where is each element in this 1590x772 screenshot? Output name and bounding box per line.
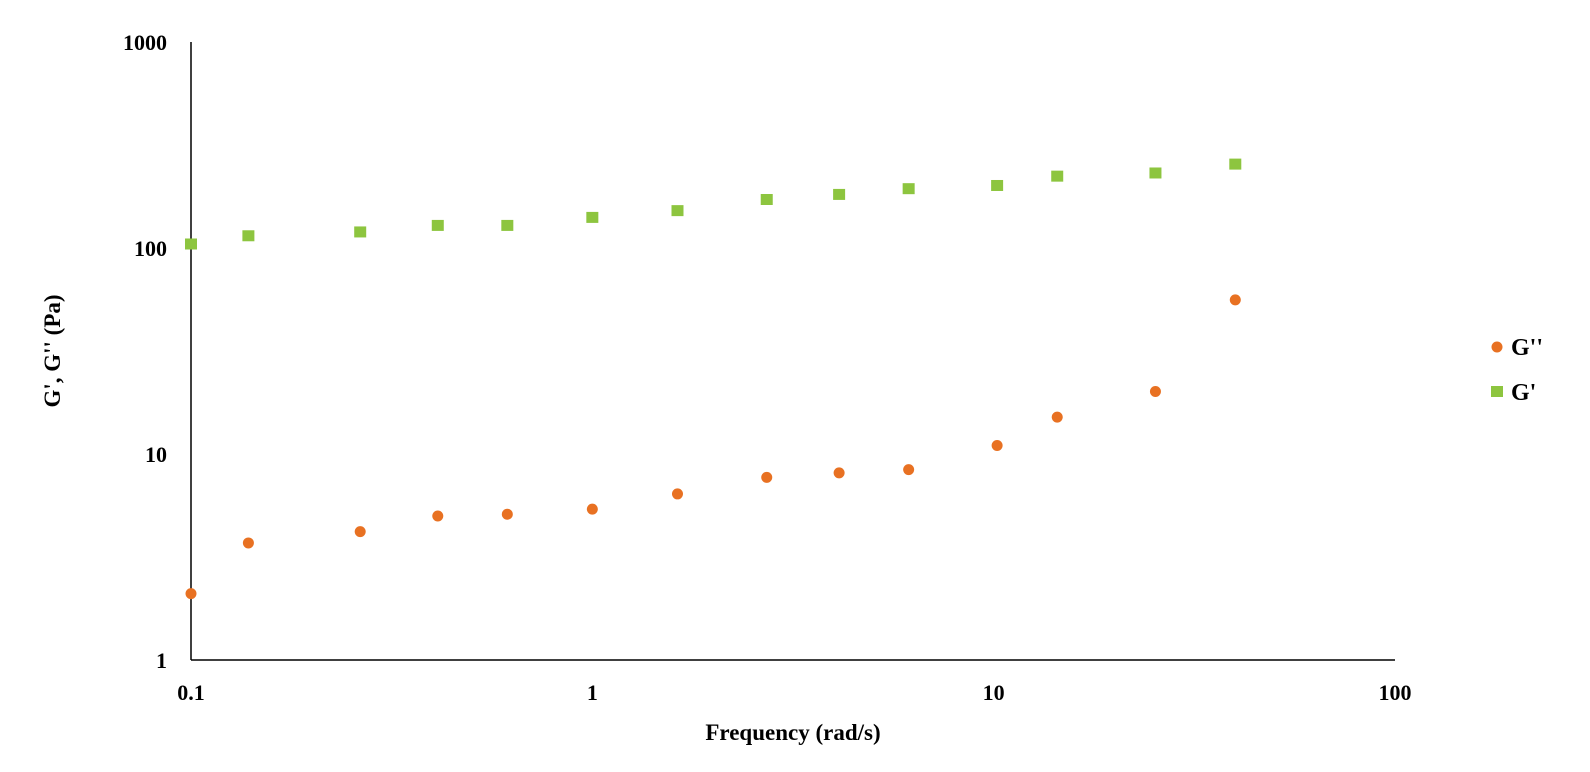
data-point-circle	[242, 537, 254, 549]
series-group	[185, 158, 1242, 250]
data-point-circle	[671, 488, 683, 500]
data-point-square	[902, 183, 915, 195]
x-tick-label: 1	[587, 680, 598, 705]
y-axis-title: G', G'' (Pa)	[40, 294, 65, 407]
series-group	[185, 294, 1241, 600]
x-tick-label: 100	[1379, 680, 1412, 705]
data-point-square	[991, 179, 1004, 191]
data-point-circle	[1149, 386, 1161, 398]
data-point-circle	[833, 467, 845, 479]
data-point-circle	[185, 588, 197, 600]
data-point-circle	[501, 508, 513, 520]
x-tick-labels: 0.1 1 10 100	[177, 680, 1411, 705]
plot-area	[185, 158, 1242, 600]
data-point-square	[185, 238, 197, 250]
data-point-circle	[1051, 411, 1063, 423]
x-tick-label: 0.1	[177, 680, 205, 705]
data-point-circle	[903, 464, 915, 476]
data-point-circle	[586, 503, 598, 515]
data-point-circle	[761, 471, 773, 483]
data-point-square	[1149, 167, 1162, 179]
data-point-square	[1051, 170, 1064, 182]
legend-label: G'	[1511, 380, 1536, 406]
data-point-square	[671, 205, 684, 217]
y-tick-label: 10	[145, 442, 167, 467]
data-point-circle	[354, 526, 366, 538]
data-point-square	[431, 219, 444, 231]
axes	[190, 42, 1395, 661]
data-point-circle	[991, 439, 1003, 451]
data-point-square	[833, 188, 846, 200]
legend-marker-circle	[1491, 341, 1503, 353]
data-point-square	[354, 226, 367, 238]
y-tick-labels: 1 10 100 1000	[123, 30, 167, 673]
legend-item: G''	[1491, 335, 1543, 361]
data-point-square	[1229, 158, 1242, 170]
legend-label: G''	[1511, 335, 1543, 361]
data-point-square	[586, 211, 599, 223]
data-point-circle	[432, 510, 444, 522]
y-tick-label: 1	[156, 648, 167, 673]
legend-item: G'	[1491, 380, 1536, 406]
x-tick-label: 10	[983, 680, 1005, 705]
data-point-square	[242, 230, 255, 242]
data-point-square	[501, 219, 514, 231]
data-point-square	[760, 194, 773, 206]
legend-marker-square	[1491, 386, 1503, 397]
legend: G'' G'	[1491, 335, 1543, 406]
data-point-circle	[1229, 294, 1241, 306]
y-tick-label: 1000	[123, 30, 167, 55]
x-axis-title: Frequency (rad/s)	[705, 720, 880, 745]
y-tick-label: 100	[134, 236, 167, 261]
